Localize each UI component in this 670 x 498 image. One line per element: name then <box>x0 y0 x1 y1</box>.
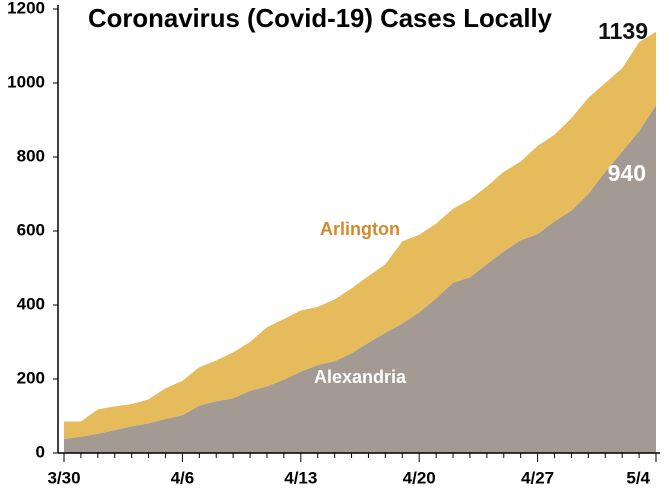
x-tick-label: 3/30 <box>47 468 80 487</box>
y-tick-label: 1000 <box>7 72 45 91</box>
series-label: Arlington <box>320 219 400 239</box>
series-label: Alexandria <box>314 367 407 387</box>
x-tick-label: 5/4 <box>626 468 650 487</box>
y-tick-label: 1200 <box>7 0 45 17</box>
y-tick-label: 600 <box>17 220 45 239</box>
annotation: 1139 <box>598 18 648 44</box>
x-tick-label: 4/20 <box>403 468 436 487</box>
y-tick-label: 800 <box>17 146 45 165</box>
x-tick-label: 4/27 <box>521 468 554 487</box>
y-tick-label: 400 <box>17 294 45 313</box>
chart-title: Coronavirus (Covid-19) Cases Locally <box>88 3 553 33</box>
y-tick-label: 0 <box>36 442 45 461</box>
x-tick-label: 4/6 <box>171 468 195 487</box>
y-tick-label: 200 <box>17 368 45 387</box>
annotation: 940 <box>608 160 646 186</box>
area <box>64 105 656 453</box>
x-tick-label: 4/13 <box>284 468 317 487</box>
